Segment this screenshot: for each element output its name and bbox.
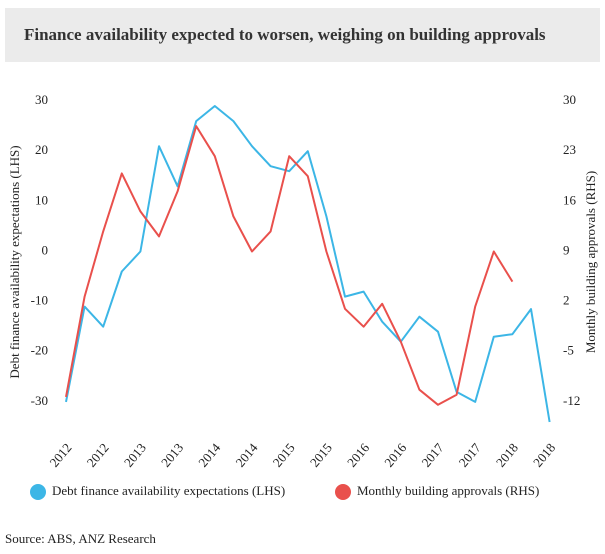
x-tick-label: 2018	[530, 440, 558, 470]
x-tick-label: 2018	[493, 440, 521, 470]
x-tick-label: 2016	[344, 440, 373, 470]
chart-title: Finance availability expected to worsen,…	[24, 25, 546, 44]
y2-tick-label: 9	[563, 242, 570, 257]
y2-tick-label: -5	[563, 343, 574, 358]
y-axis-title: Debt finance availability expectations (…	[7, 145, 22, 378]
x-tick-label: 2014	[232, 440, 261, 470]
x-tick-label: 2015	[270, 440, 298, 470]
y-tick-label: -30	[31, 393, 48, 408]
x-tick-label: 2013	[121, 440, 149, 470]
legend-swatch	[335, 484, 351, 500]
x-tick-label: 2012	[84, 440, 112, 470]
y2-tick-label: 16	[563, 192, 577, 207]
x-tick-label: 2015	[307, 440, 335, 470]
y-tick-label: 20	[35, 142, 48, 157]
y2-tick-label: 23	[563, 142, 576, 157]
legend-label: Monthly building approvals (RHS)	[357, 483, 539, 498]
x-tick-label: 2012	[46, 440, 74, 470]
y-tick-label: 0	[42, 242, 49, 257]
y-tick-label: 10	[35, 192, 48, 207]
series-line	[65, 125, 514, 406]
x-tick-label: 2013	[158, 440, 186, 470]
y2-tick-label: 30	[563, 92, 576, 107]
x-tick-label: 2017	[418, 440, 447, 470]
series-line	[65, 105, 551, 423]
y-tick-label: -20	[31, 343, 48, 358]
legend-label: Debt finance availability expectations (…	[52, 483, 285, 498]
legend-swatch	[30, 484, 46, 500]
source: Source: ABS, ANZ Research	[5, 531, 156, 546]
x-tick-label: 2014	[195, 440, 224, 470]
y-tick-label: -10	[31, 293, 48, 308]
y-tick-label: 30	[35, 92, 48, 107]
x-tick-label: 2016	[381, 440, 410, 470]
x-tick-label: 2017	[456, 440, 485, 470]
y2-tick-label: -12	[563, 393, 580, 408]
title-band	[5, 8, 600, 62]
y2-tick-label: 2	[563, 293, 570, 308]
y2-axis-title: Monthly building approvals (RHS)	[583, 171, 598, 353]
